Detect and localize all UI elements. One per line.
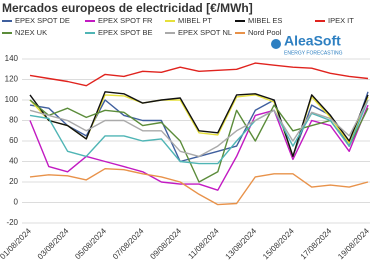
legend-label: IPEX IT bbox=[328, 16, 354, 25]
legend-label: Nord Pool bbox=[248, 28, 282, 37]
x-tick-label: 01/08/2024 bbox=[0, 226, 33, 261]
y-tick-label: 140 bbox=[5, 54, 19, 63]
legend-item: MIBEL ES bbox=[235, 16, 282, 25]
series-line bbox=[29, 62, 369, 87]
x-tick-label: 03/08/2024 bbox=[36, 226, 71, 261]
legend-label: EPEX SPOT NL bbox=[178, 28, 232, 37]
legend-label: N2EX UK bbox=[15, 28, 47, 37]
legend-item: N2EX UK bbox=[2, 28, 47, 37]
legend-item: EPEX SPOT BE bbox=[85, 28, 152, 37]
y-tick-label: 100 bbox=[5, 95, 19, 104]
legend-label: MIBEL ES bbox=[248, 16, 282, 25]
x-tick-label: 13/08/2024 bbox=[224, 226, 259, 261]
logo-tagline: ENERGY FORECASTING bbox=[284, 50, 343, 56]
y-tick-label: 60 bbox=[9, 136, 18, 145]
series-line bbox=[29, 99, 369, 158]
logo-icon bbox=[271, 39, 281, 49]
y-tick-label: 80 bbox=[9, 116, 18, 125]
legend-label: MIBEL PT bbox=[178, 16, 212, 25]
legend-item: EPEX SPOT FR bbox=[85, 16, 153, 25]
series-line bbox=[29, 99, 369, 183]
y-tick-label: 0 bbox=[14, 198, 19, 207]
x-tick-label: 19/08/2024 bbox=[336, 226, 370, 261]
chart-title: Mercados europeos de electricidad [€/MWh… bbox=[2, 1, 253, 15]
x-tick-label: 11/08/2024 bbox=[186, 226, 221, 261]
legend-label: EPEX SPOT BE bbox=[98, 28, 152, 37]
x-tick-label: 07/08/2024 bbox=[111, 226, 146, 261]
legend-item: IPEX IT bbox=[315, 16, 354, 25]
x-tick-label: 09/08/2024 bbox=[148, 226, 183, 261]
legend-item: MIBEL PT bbox=[165, 16, 212, 25]
legend-item: EPEX SPOT DE bbox=[2, 16, 70, 25]
legend-label: EPEX SPOT FR bbox=[98, 16, 153, 25]
series-line bbox=[29, 168, 369, 206]
y-tick-label: 120 bbox=[5, 75, 19, 84]
series-line bbox=[29, 94, 369, 158]
y-tick-label: -20 bbox=[6, 218, 18, 227]
logo: AleaSoft ENERGY FORECASTING bbox=[271, 33, 343, 56]
x-tick-label: 15/08/2024 bbox=[261, 226, 296, 261]
logo-name: AleaSoft bbox=[284, 33, 341, 49]
y-tick-label: 40 bbox=[9, 157, 18, 166]
legend-item: Nord Pool bbox=[235, 28, 282, 37]
legend-label: EPEX SPOT DE bbox=[15, 16, 70, 25]
legend-item: EPEX SPOT NL bbox=[165, 28, 232, 37]
y-tick-label: 20 bbox=[9, 177, 18, 186]
series-line bbox=[29, 91, 369, 158]
x-tick-label: 05/08/2024 bbox=[73, 226, 108, 261]
x-tick-label: 17/08/2024 bbox=[299, 226, 334, 261]
series-line bbox=[29, 104, 369, 191]
